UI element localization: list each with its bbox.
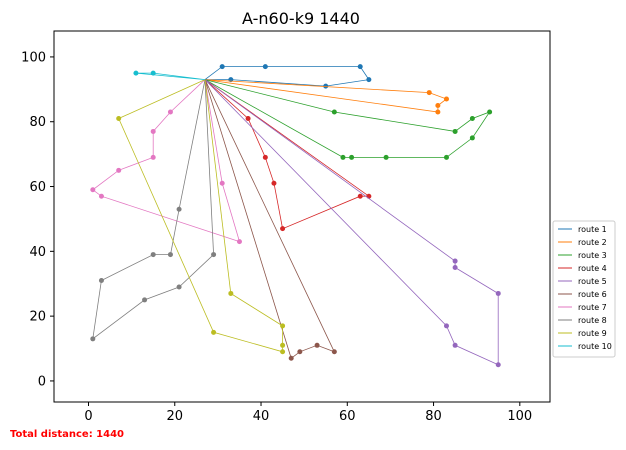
- route-3-point: [443, 154, 449, 160]
- route-2-point: [435, 109, 441, 115]
- route-line-8: [92, 79, 215, 340]
- route-9-point: [280, 342, 286, 348]
- route-5-point: [452, 265, 458, 271]
- route-3-point: [469, 135, 475, 141]
- route-6-point: [297, 349, 303, 355]
- route-3-point: [340, 154, 346, 160]
- legend-label-8: route 8: [578, 316, 607, 325]
- route-2-point: [435, 103, 441, 109]
- route-4-point: [280, 226, 286, 232]
- legend-label-9: route 9: [578, 329, 607, 338]
- x-tick-label: 0: [84, 409, 92, 424]
- route-7-point: [150, 128, 156, 134]
- x-tick-label: 100: [507, 409, 532, 424]
- route-8-point: [167, 252, 173, 258]
- route-8-point: [90, 336, 96, 342]
- route-6-point: [331, 349, 337, 355]
- legend-label-1: route 1: [578, 225, 607, 234]
- route-1-point: [219, 64, 225, 70]
- legend: route 1 route 2 route 3 route 4 route 5 route…: [552, 220, 616, 358]
- y-tick-label: 60: [29, 180, 46, 195]
- route-7-point: [236, 239, 242, 245]
- route-5-point: [495, 362, 501, 368]
- route-3-point: [331, 109, 337, 115]
- route-9-point: [211, 329, 217, 335]
- route-4-point: [271, 180, 277, 186]
- x-tick-label: 60: [339, 409, 356, 424]
- legend-label-6: route 6: [578, 290, 607, 299]
- legend-label-2: route 2: [578, 238, 607, 247]
- route-10-point: [133, 70, 139, 76]
- route-4-point: [357, 193, 363, 199]
- x-tick-label: 20: [166, 409, 183, 424]
- legend-label-3: route 3: [578, 251, 607, 260]
- route-1-point: [357, 64, 363, 70]
- route-7-point: [90, 187, 96, 193]
- route-2-point: [443, 96, 449, 102]
- route-3-point: [452, 128, 458, 134]
- route-8-point: [176, 206, 182, 212]
- route-8-point: [142, 297, 148, 303]
- route-8-point: [211, 252, 217, 258]
- route-9-point: [280, 349, 286, 355]
- route-3-point: [349, 154, 355, 160]
- route-line-10: [135, 72, 206, 80]
- legend-label-4: route 4: [578, 264, 607, 273]
- route-5-point: [495, 290, 501, 296]
- y-tick-label: 80: [29, 115, 46, 130]
- route-line-7: [92, 79, 241, 243]
- y-tick-label: 0: [38, 374, 46, 389]
- route-9-point: [228, 290, 234, 296]
- chart-title: A-n60-k9 1440: [242, 9, 360, 28]
- route-6-point: [288, 355, 294, 361]
- route-9-point: [116, 115, 122, 121]
- route-2-point: [426, 90, 432, 96]
- route-8-point: [176, 284, 182, 290]
- route-1-point: [323, 83, 329, 89]
- total-distance-label: Total distance: 1440: [10, 429, 125, 440]
- axes-frame: [53, 30, 551, 403]
- route-7-point: [150, 154, 156, 160]
- route-4-point: [245, 115, 251, 121]
- route-3-point: [469, 115, 475, 121]
- route-4-point: [366, 193, 372, 199]
- y-tick-label: 20: [29, 310, 46, 325]
- route-7-point: [116, 167, 122, 173]
- x-tick-label: 40: [253, 409, 270, 424]
- route-line-9: [118, 79, 284, 353]
- legend-label-10: route 10: [578, 342, 612, 351]
- route-line-2: [204, 79, 448, 113]
- route-line-4: [204, 79, 371, 230]
- route-6-point: [314, 342, 320, 348]
- route-3-point: [487, 109, 493, 115]
- route-4-point: [262, 154, 268, 160]
- route-10-point: [150, 70, 156, 76]
- legend-label-5: route 5: [578, 277, 607, 286]
- route-8-point: [150, 252, 156, 258]
- route-5-point: [452, 342, 458, 348]
- x-tick-label: 80: [425, 409, 442, 424]
- route-7-point: [98, 193, 104, 199]
- route-5-point: [443, 323, 449, 329]
- legend-label-7: route 7: [578, 303, 607, 312]
- route-1-point: [366, 77, 372, 83]
- route-7-point: [167, 109, 173, 115]
- route-line-1: [204, 66, 370, 87]
- route-9-point: [280, 323, 286, 329]
- route-5-point: [452, 258, 458, 264]
- route-8-point: [98, 277, 104, 283]
- route-line-6: [204, 79, 336, 359]
- y-tick-label: 40: [29, 245, 46, 260]
- route-3-point: [383, 154, 389, 160]
- plot-area: 0 20 40 60 80 100 0 20 40 60 80 100: [21, 30, 551, 424]
- route-1-point: [262, 64, 268, 70]
- route-7-point: [219, 180, 225, 186]
- y-tick-label: 100: [21, 50, 46, 65]
